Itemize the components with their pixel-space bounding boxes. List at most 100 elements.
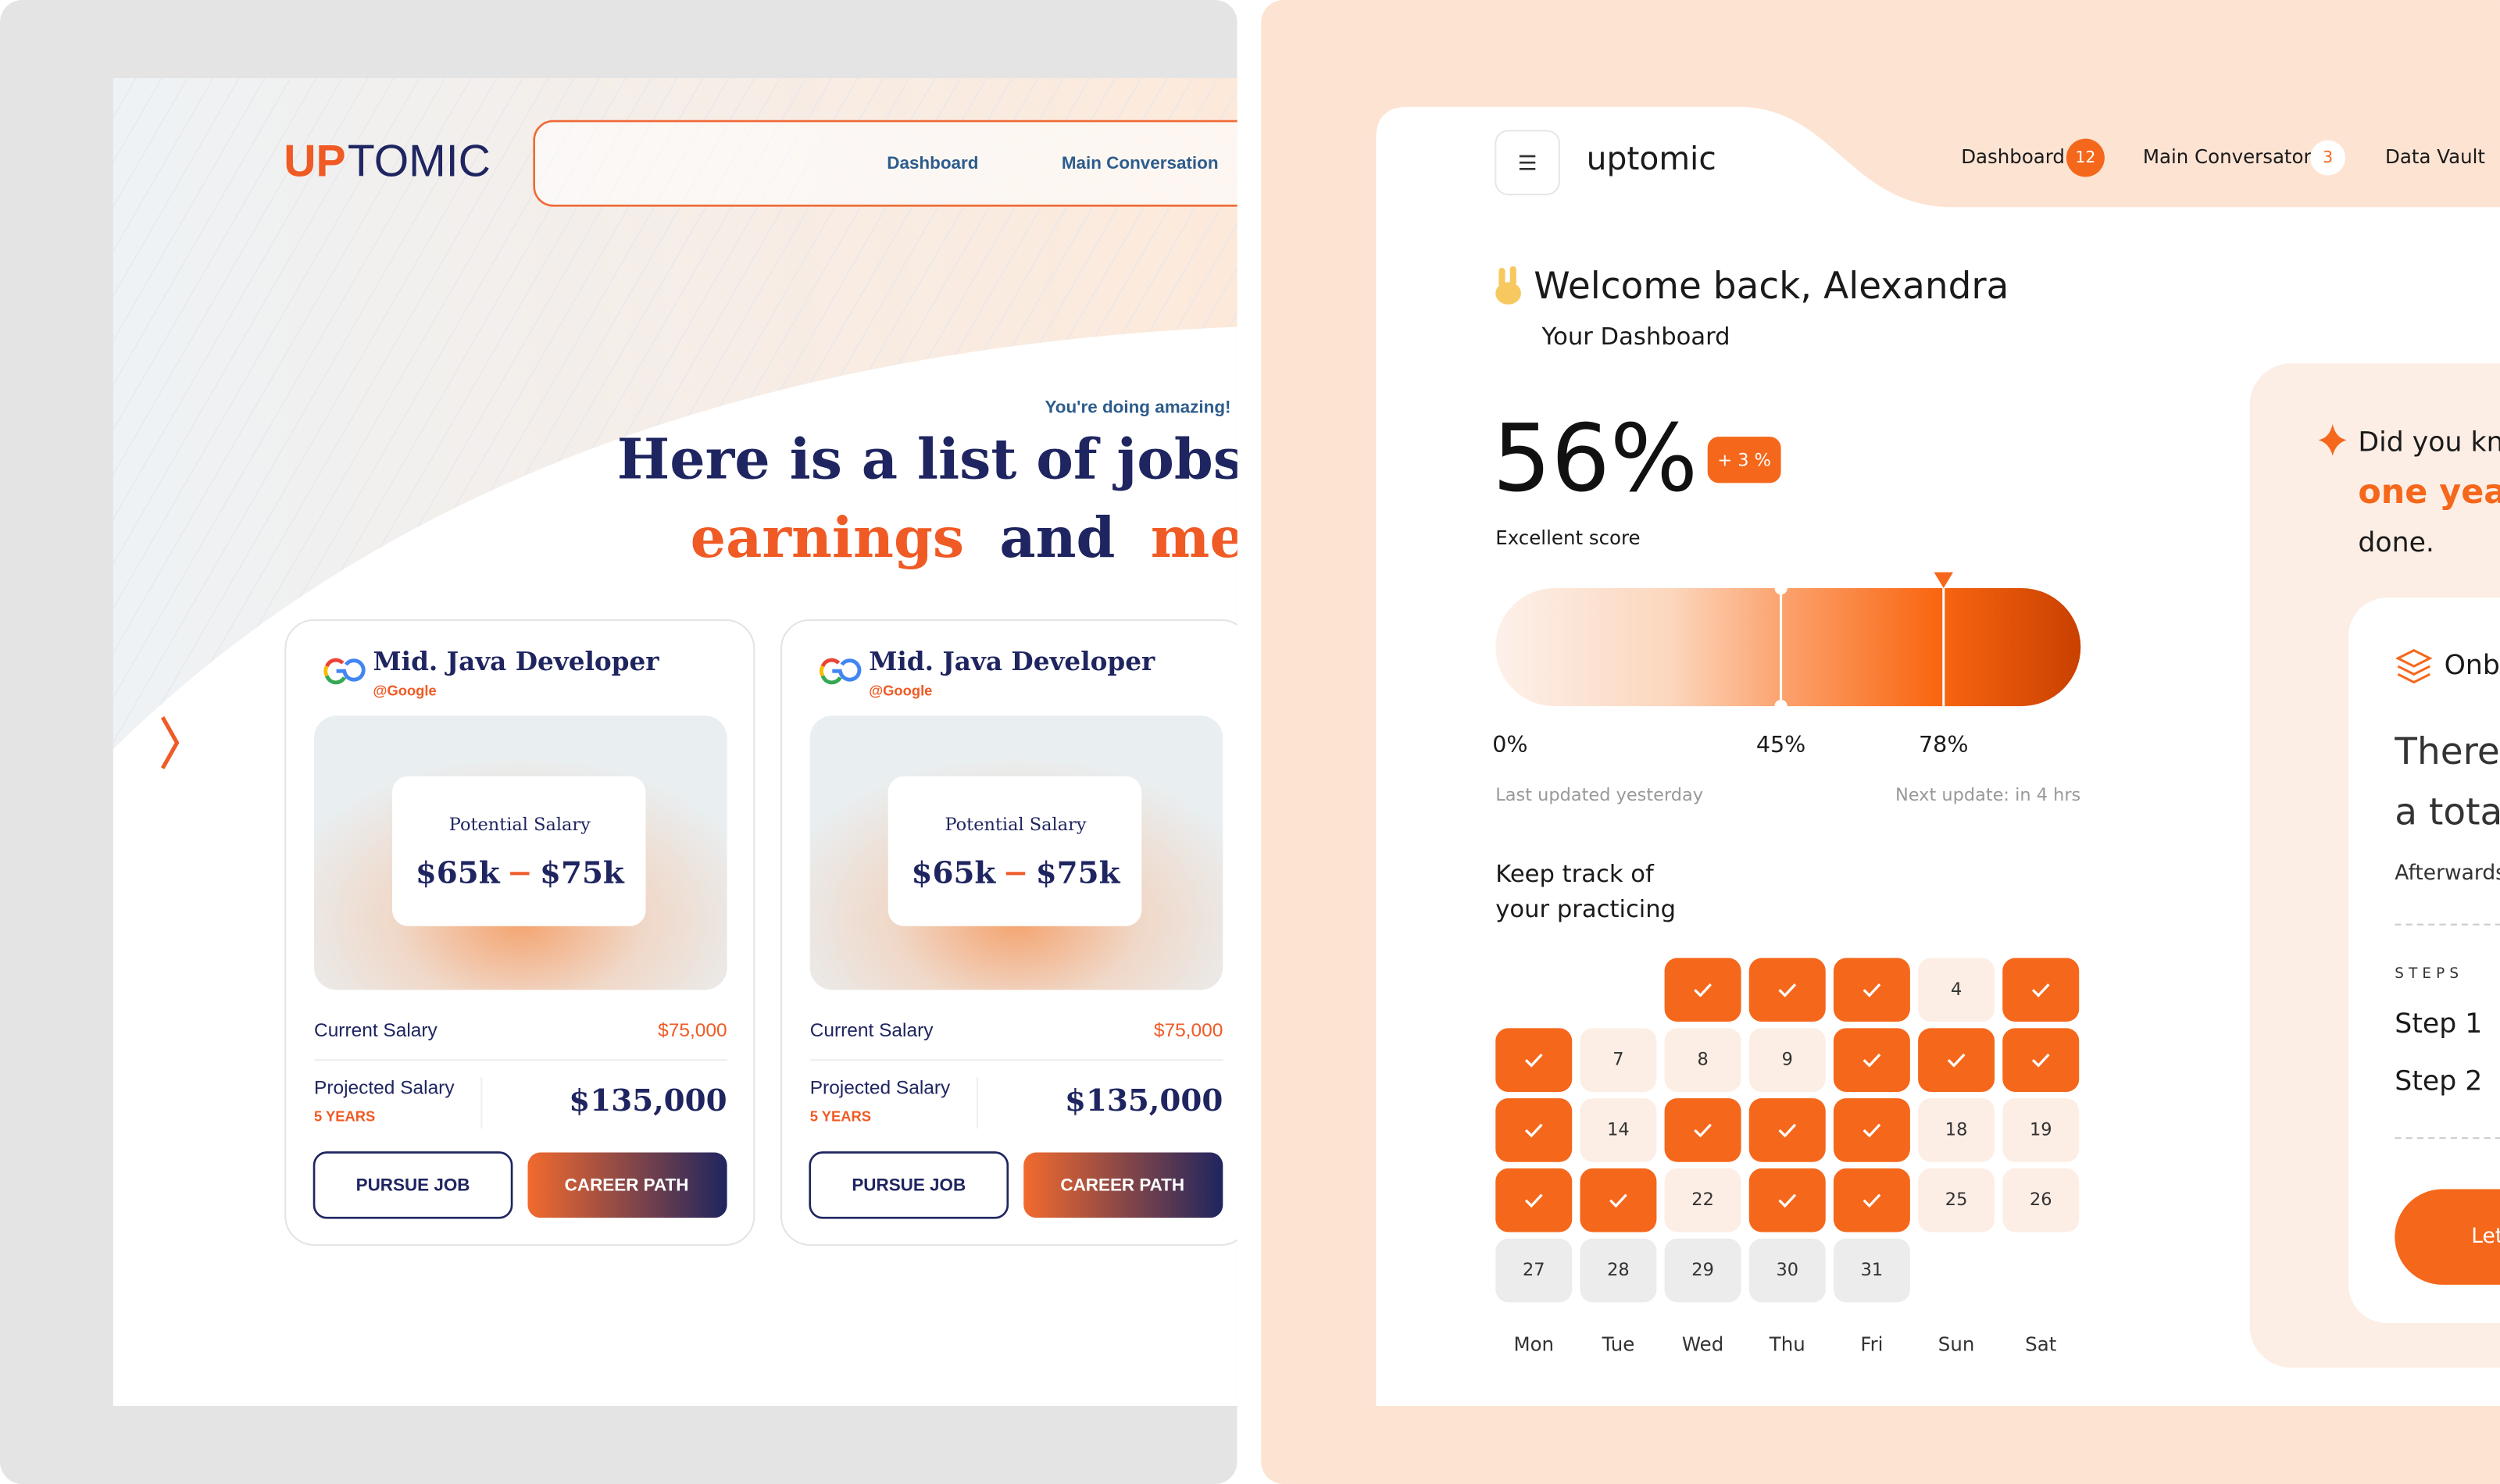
start-button[interactable] [2395, 1189, 2500, 1285]
left-screen: UP TOMIC Dashboard Main Conversation You… [0, 0, 1408, 1484]
nav-link[interactable]: Main Conversaton [2143, 145, 2316, 168]
icon-part [342, 658, 366, 682]
practice-title: your practicing [1495, 896, 1676, 923]
icon-part [820, 675, 842, 685]
score-bar [1495, 588, 2081, 707]
day-cell[interactable] [1918, 1168, 1995, 1233]
brand: uptomic [1587, 140, 1716, 177]
icon-part [820, 665, 825, 677]
day-cell[interactable] [1580, 1238, 1657, 1303]
day-cell[interactable] [1580, 1098, 1657, 1162]
day-cell[interactable] [1833, 1028, 1910, 1092]
day-cell[interactable] [1918, 1098, 1995, 1162]
day-number: 30 [1776, 1260, 1798, 1280]
onboarding-title: Onb [2445, 650, 2500, 681]
day-cell[interactable] [2002, 958, 2080, 1022]
last-updated: Last updated yesterday [1495, 785, 1703, 805]
day-cell[interactable] [1833, 958, 1910, 1022]
day-cell[interactable] [2002, 1098, 2080, 1162]
nav-link[interactable]: Dashboard [1961, 145, 2065, 168]
day-cell[interactable] [2002, 1168, 2080, 1233]
day-cell[interactable] [1748, 1168, 1826, 1233]
right-page [1376, 106, 2500, 1406]
check-icon [1778, 1123, 1797, 1138]
salary-low: $65k [416, 855, 501, 890]
bar-marker-dot [1774, 581, 1788, 595]
day-cell[interactable] [1495, 1238, 1573, 1303]
step: Step 2 [2395, 1066, 2482, 1097]
header-band [1738, 78, 2500, 208]
day-cell[interactable] [1918, 1028, 1995, 1092]
day-cell[interactable] [1748, 1098, 1826, 1162]
score-caption: Excellent score [1495, 526, 1640, 549]
career-button[interactable] [527, 1152, 727, 1218]
headline: Here is a list of jobs whic [617, 426, 1408, 491]
current-label: Current Salary [314, 1020, 438, 1041]
sparkle-icon [2318, 423, 2348, 456]
current-value: $75,000 [1154, 1020, 1223, 1041]
day-cell[interactable] [1495, 1098, 1573, 1162]
onboarding-card [2348, 598, 2500, 1323]
projected-label: Projected Salary [314, 1077, 455, 1098]
icon-part [325, 675, 346, 685]
nav-badge-text: 12 [2075, 148, 2095, 166]
day-number: 27 [1523, 1260, 1545, 1280]
career-button-text: CAREER PATH [1060, 1175, 1184, 1194]
wave-emoji [1495, 266, 1521, 305]
google-icon [820, 658, 862, 685]
salary-low: $65k [912, 855, 997, 890]
logo-rest: TOMIC [348, 136, 491, 186]
nav-link[interactable]: Dashboard [887, 153, 978, 173]
pursue-button[interactable] [809, 1151, 1009, 1219]
day-number: 29 [1691, 1260, 1714, 1280]
career-button[interactable] [1023, 1152, 1223, 1218]
day-cell[interactable] [1748, 1238, 1826, 1303]
job-card: Mid. Java Developer @Google Potential Sala… [284, 619, 755, 1246]
check-icon [1524, 1193, 1543, 1208]
day-cell[interactable] [1664, 1238, 1741, 1303]
menu-icon [1519, 155, 1536, 170]
check-icon [1778, 1193, 1797, 1208]
day-cell[interactable] [1918, 958, 1995, 1022]
day-cell[interactable] [1833, 1238, 1910, 1303]
day-number: 9 [1782, 1050, 1793, 1070]
day-cell[interactable] [1748, 958, 1826, 1022]
layers-icon [2395, 648, 2433, 684]
pursue-button[interactable] [312, 1151, 513, 1219]
weekday: Tue [1602, 1332, 1635, 1355]
google-icon [323, 658, 366, 685]
day-cell[interactable] [1664, 1098, 1741, 1162]
nav-link[interactable]: Data Vault [2385, 145, 2485, 168]
nav-bar [533, 120, 1238, 207]
score-change-badge [1707, 437, 1781, 483]
steps-label: STEPS [2395, 965, 2463, 982]
day-cell[interactable] [1664, 958, 1741, 1022]
day-cell[interactable] [1495, 1028, 1573, 1092]
day-cell[interactable] [2002, 1028, 2080, 1092]
step: Step 1 [2395, 1008, 2482, 1040]
day-cell[interactable] [1748, 1028, 1826, 1092]
day-cell[interactable] [1664, 1028, 1741, 1092]
day-number: 28 [1607, 1260, 1630, 1280]
day-number: 8 [1697, 1050, 1708, 1070]
day-cell[interactable] [1664, 1168, 1741, 1233]
day-cell[interactable] [1580, 1168, 1657, 1233]
projected-period: 5 YEARS [810, 1108, 871, 1124]
current-label: Current Salary [810, 1020, 934, 1041]
logo-accent: UP [284, 136, 345, 186]
day-number: 18 [1945, 1119, 1968, 1140]
nav-link[interactable]: Main Conversation [1062, 153, 1219, 173]
check-icon [2031, 1053, 2050, 1068]
salary-high: $75k [540, 855, 625, 890]
check-icon [2031, 983, 2050, 997]
day-number: 26 [2030, 1190, 2052, 1210]
score: 56% [1492, 405, 1698, 512]
day-cell[interactable] [1580, 1028, 1657, 1092]
tip-highlight: one year [2358, 473, 2500, 512]
day-cell[interactable] [1495, 1168, 1573, 1233]
day-cell[interactable] [1833, 1168, 1910, 1233]
day-cell[interactable] [1833, 1098, 1910, 1162]
prev-arrow[interactable] [160, 716, 180, 769]
headline-line2: earnings and meet yo [691, 504, 1396, 569]
